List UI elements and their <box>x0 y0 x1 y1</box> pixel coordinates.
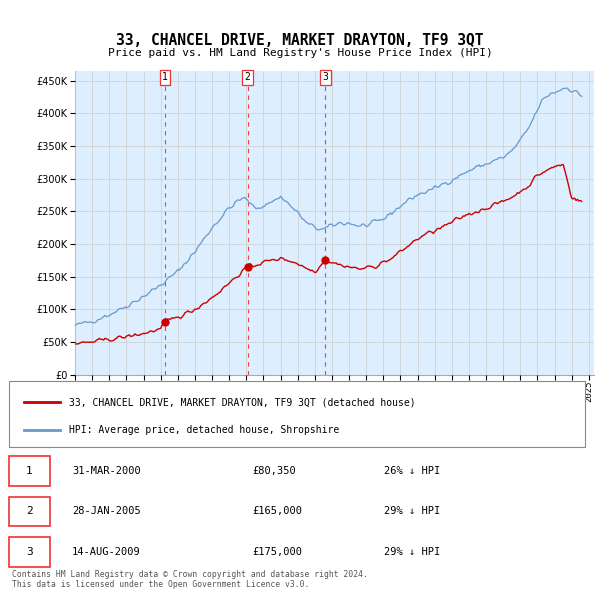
Text: 2: 2 <box>245 73 251 83</box>
FancyBboxPatch shape <box>9 456 50 486</box>
Text: HPI: Average price, detached house, Shropshire: HPI: Average price, detached house, Shro… <box>69 425 339 435</box>
Text: Contains HM Land Registry data © Crown copyright and database right 2024.
This d: Contains HM Land Registry data © Crown c… <box>12 569 368 589</box>
Text: 33, CHANCEL DRIVE, MARKET DRAYTON, TF9 3QT (detached house): 33, CHANCEL DRIVE, MARKET DRAYTON, TF9 3… <box>69 397 416 407</box>
Text: 14-AUG-2009: 14-AUG-2009 <box>72 547 141 557</box>
FancyBboxPatch shape <box>9 537 50 566</box>
Text: 28-JAN-2005: 28-JAN-2005 <box>72 506 141 516</box>
Text: 1: 1 <box>162 73 168 83</box>
Text: £80,350: £80,350 <box>252 466 296 476</box>
Text: 2: 2 <box>26 506 33 516</box>
Text: 26% ↓ HPI: 26% ↓ HPI <box>384 466 440 476</box>
Text: Price paid vs. HM Land Registry's House Price Index (HPI): Price paid vs. HM Land Registry's House … <box>107 48 493 58</box>
Text: 31-MAR-2000: 31-MAR-2000 <box>72 466 141 476</box>
Text: 3: 3 <box>26 547 33 557</box>
Text: £165,000: £165,000 <box>252 506 302 516</box>
Text: £175,000: £175,000 <box>252 547 302 557</box>
Text: 1: 1 <box>26 466 33 476</box>
Text: 29% ↓ HPI: 29% ↓ HPI <box>384 506 440 516</box>
FancyBboxPatch shape <box>9 497 50 526</box>
Text: 29% ↓ HPI: 29% ↓ HPI <box>384 547 440 557</box>
FancyBboxPatch shape <box>9 381 585 447</box>
Text: 3: 3 <box>322 73 328 83</box>
Text: 33, CHANCEL DRIVE, MARKET DRAYTON, TF9 3QT: 33, CHANCEL DRIVE, MARKET DRAYTON, TF9 3… <box>116 33 484 48</box>
